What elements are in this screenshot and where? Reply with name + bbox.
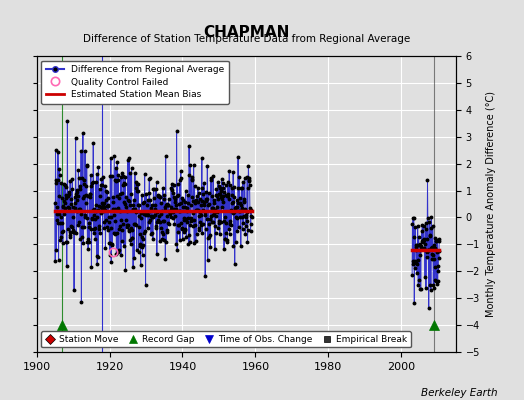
Text: Berkeley Earth: Berkeley Earth (421, 388, 498, 398)
Y-axis label: Monthly Temperature Anomaly Difference (°C): Monthly Temperature Anomaly Difference (… (486, 91, 496, 317)
Title: CHAPMAN: CHAPMAN (203, 24, 289, 40)
Text: Difference of Station Temperature Data from Regional Average: Difference of Station Temperature Data f… (83, 34, 410, 44)
Legend: Station Move, Record Gap, Time of Obs. Change, Empirical Break: Station Move, Record Gap, Time of Obs. C… (41, 331, 411, 348)
